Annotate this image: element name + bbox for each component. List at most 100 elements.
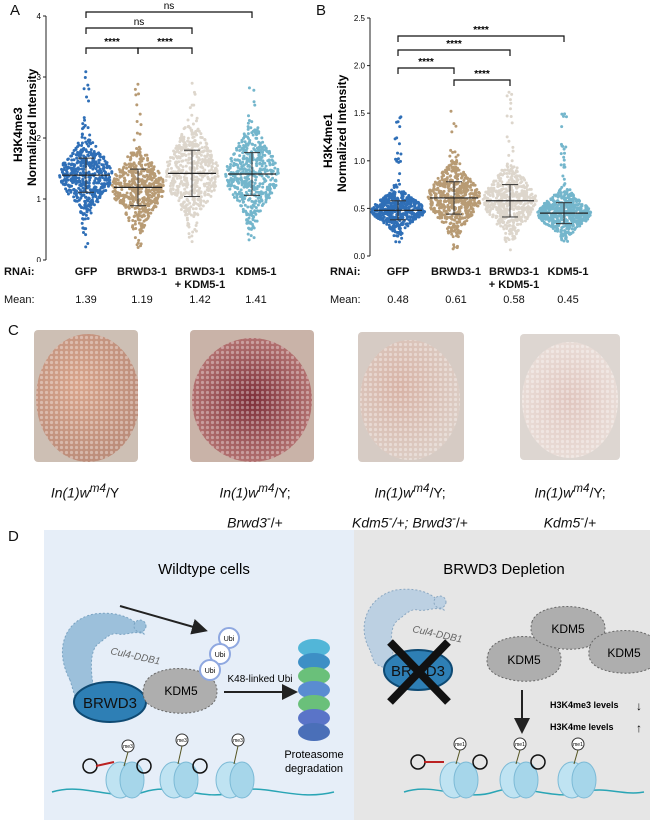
me3-stalk-left-2 — [177, 745, 183, 765]
nucleosome-left-3 — [215, 761, 255, 799]
panel-label-a: A — [10, 2, 21, 19]
eye-image-brwd3 — [190, 330, 314, 462]
eye-image-kdm5-brwd3 — [358, 332, 464, 462]
arrow-to-ubi — [119, 605, 208, 635]
chart-a-bracket-2 — [85, 47, 139, 54]
cross-out-icon — [387, 639, 451, 705]
proteasome-icon — [298, 639, 330, 741]
chart-a-bracket-0 — [85, 11, 253, 18]
reader-left-1-stalk — [95, 761, 115, 767]
up-arrow-icon: ↑ — [636, 721, 642, 735]
chart-a-swarm-0 — [58, 70, 114, 249]
nucleosome-left-2 — [159, 761, 199, 799]
me1-label-right-2: me1 — [515, 742, 525, 748]
chart-b-ylabel-1: H3K4me1 — [321, 113, 335, 168]
chart-b-ytick-label-3: 1.5 — [354, 109, 366, 118]
table-a-mean-gfp: 1.39 — [75, 294, 97, 306]
chart-b-bracket-label-1: **** — [446, 39, 462, 50]
h3k4me-levels-label: H3K4me levels — [550, 722, 614, 732]
cul4-ddb1-right-tip — [433, 595, 447, 609]
table-a-rnai-kdm5: KDM5-1 — [235, 266, 277, 278]
kdm5-right-1-label: KDM5 — [507, 653, 541, 667]
chart-b-ytick-label-1: 0.5 — [354, 204, 366, 213]
table-a-rnai-label: RNAi: — [4, 266, 35, 278]
nucleosome-right-2 — [499, 761, 539, 799]
chart-a-ytick-label-3: 3 — [37, 73, 42, 82]
table-a-rnai-combo-line2: + KDM5-1 — [174, 279, 226, 291]
chart-b-bracket-0 — [397, 35, 565, 42]
reader-left-2 — [136, 758, 152, 774]
reader-left-3 — [192, 758, 208, 774]
kdm5-right-3 — [588, 630, 650, 674]
eye-image-kdm5 — [520, 334, 620, 460]
chart-b-h3k4me1: H3K4me1 Normalized Intensity 0.0 0.5 1.0 1.… — [321, 14, 593, 261]
table-b-rnai-combo-line2: + KDM5-1 — [488, 279, 540, 291]
me1-label-right-3: me1 — [573, 742, 583, 748]
ubi-label-2: Ubi — [215, 652, 226, 659]
k48-label: K48-linked Ubi — [227, 674, 292, 685]
table-a-rnai-brwd3: BRWD3-1 — [117, 266, 167, 278]
cul4-ddb1-left — [61, 612, 145, 706]
chart-a-bracket-label-2: **** — [104, 37, 120, 48]
chart-b-bracket-3 — [453, 79, 511, 86]
brwd3-left-label: BRWD3 — [83, 695, 137, 712]
table-b-rnai-kdm5: KDM5-1 — [547, 266, 589, 278]
chart-a-swarm-2 — [164, 81, 220, 244]
chart-b-bracket-1 — [397, 49, 511, 56]
ubi-circle-2 — [209, 643, 231, 665]
eye-caption-brwd3: In(1)wm4/Y; Brwd3-/+ — [219, 482, 291, 531]
chart-a-ylabel-2: Normalized Intensity — [25, 68, 39, 186]
table-a-rnai-combo: BRWD3-1 — [175, 266, 225, 278]
chart-b-bracket-2 — [397, 67, 455, 74]
panel-label-b: B — [316, 2, 327, 19]
table-a-mean-brwd3: 1.19 — [131, 294, 153, 306]
me3-stalk-left-1 — [123, 751, 129, 767]
chart-a-h3k4me3: H3K4me3 Normalized Intensity 0 1 2 3 4 ns ns **… — [11, 1, 280, 262]
chart-a-bracket-label-3: **** — [157, 37, 173, 48]
table-b-rnai-gfp: GFP — [386, 266, 410, 278]
table-b-mean-gfp: 0.48 — [387, 294, 409, 306]
ubi-label-3: Ubi — [205, 668, 216, 675]
down-arrow-icon: ↓ — [636, 699, 642, 713]
chart-b-swarm-0 — [370, 115, 427, 244]
table-b-rnai-brwd3: BRWD3-1 — [431, 266, 481, 278]
chart-a-ytick-label-1: 1 — [37, 195, 42, 204]
nucleosome-right-3 — [557, 761, 597, 799]
chart-b-ytick-label-2: 1.0 — [354, 157, 366, 166]
chart-b-ylabel-2: Normalized Intensity — [335, 74, 349, 192]
brwd3-left — [73, 681, 147, 723]
chart-a-swarm-3 — [224, 86, 280, 242]
table-a-mean-label: Mean: — [4, 294, 35, 306]
chart-a-ytick-label-0: 0 — [37, 256, 42, 262]
eye-caption-kdm5-brwd3: In(1)wm4/Y; Kdm5-/+; Brwd3-/+ — [352, 482, 468, 531]
eye-caption-control: In(1)wm4/Y — [50, 482, 120, 501]
chart-b-ytick-label-0: 0.0 — [354, 252, 366, 261]
proteasome-label-2: degradation — [285, 763, 343, 775]
ubi-label-1: Ubi — [224, 636, 235, 643]
h3k4me3-levels-label: H3K4me3 levels — [550, 700, 619, 710]
table-b-mean-kdm5: 0.45 — [557, 294, 579, 306]
eye-caption-kdm5: In(1)wm4/Y; Kdm5-/+ — [534, 482, 606, 531]
panel-label-d: D — [8, 528, 19, 545]
table-b-mean-combo: 0.58 — [503, 294, 525, 306]
me1-stalk-right-2 — [515, 749, 521, 765]
chart-a-ytick-label-2: 2 — [37, 134, 42, 143]
me3-label-left-2: me3 — [177, 738, 187, 744]
cul4-ddb1-right — [363, 588, 445, 668]
kdm5-right-2-label: KDM5 — [551, 622, 585, 636]
table-a-rnai-gfp: GFP — [74, 266, 98, 278]
table-b-rnai-label: RNAi: — [330, 266, 361, 278]
me3-label-left-3: me3 — [233, 738, 243, 744]
chart-b-bracket-label-0: **** — [473, 25, 489, 36]
table-a-mean-combo: 1.42 — [189, 294, 211, 306]
table-b-rnai-combo: BRWD3-1 — [489, 266, 539, 278]
panel-label-c: C — [8, 322, 19, 339]
chart-a-bracket-label-1: ns — [134, 17, 145, 28]
chart-b-ytick-label-4: 2.0 — [354, 62, 366, 71]
chart-a-swarm-1 — [110, 82, 165, 249]
chart-b-ytick-label-5: 2.5 — [354, 14, 366, 23]
chart-a-ytick-label-4: 4 — [37, 12, 42, 21]
reader-right-2 — [472, 754, 488, 770]
ubi-circle-3 — [199, 659, 221, 681]
chart-b-bracket-label-3: **** — [474, 69, 490, 80]
